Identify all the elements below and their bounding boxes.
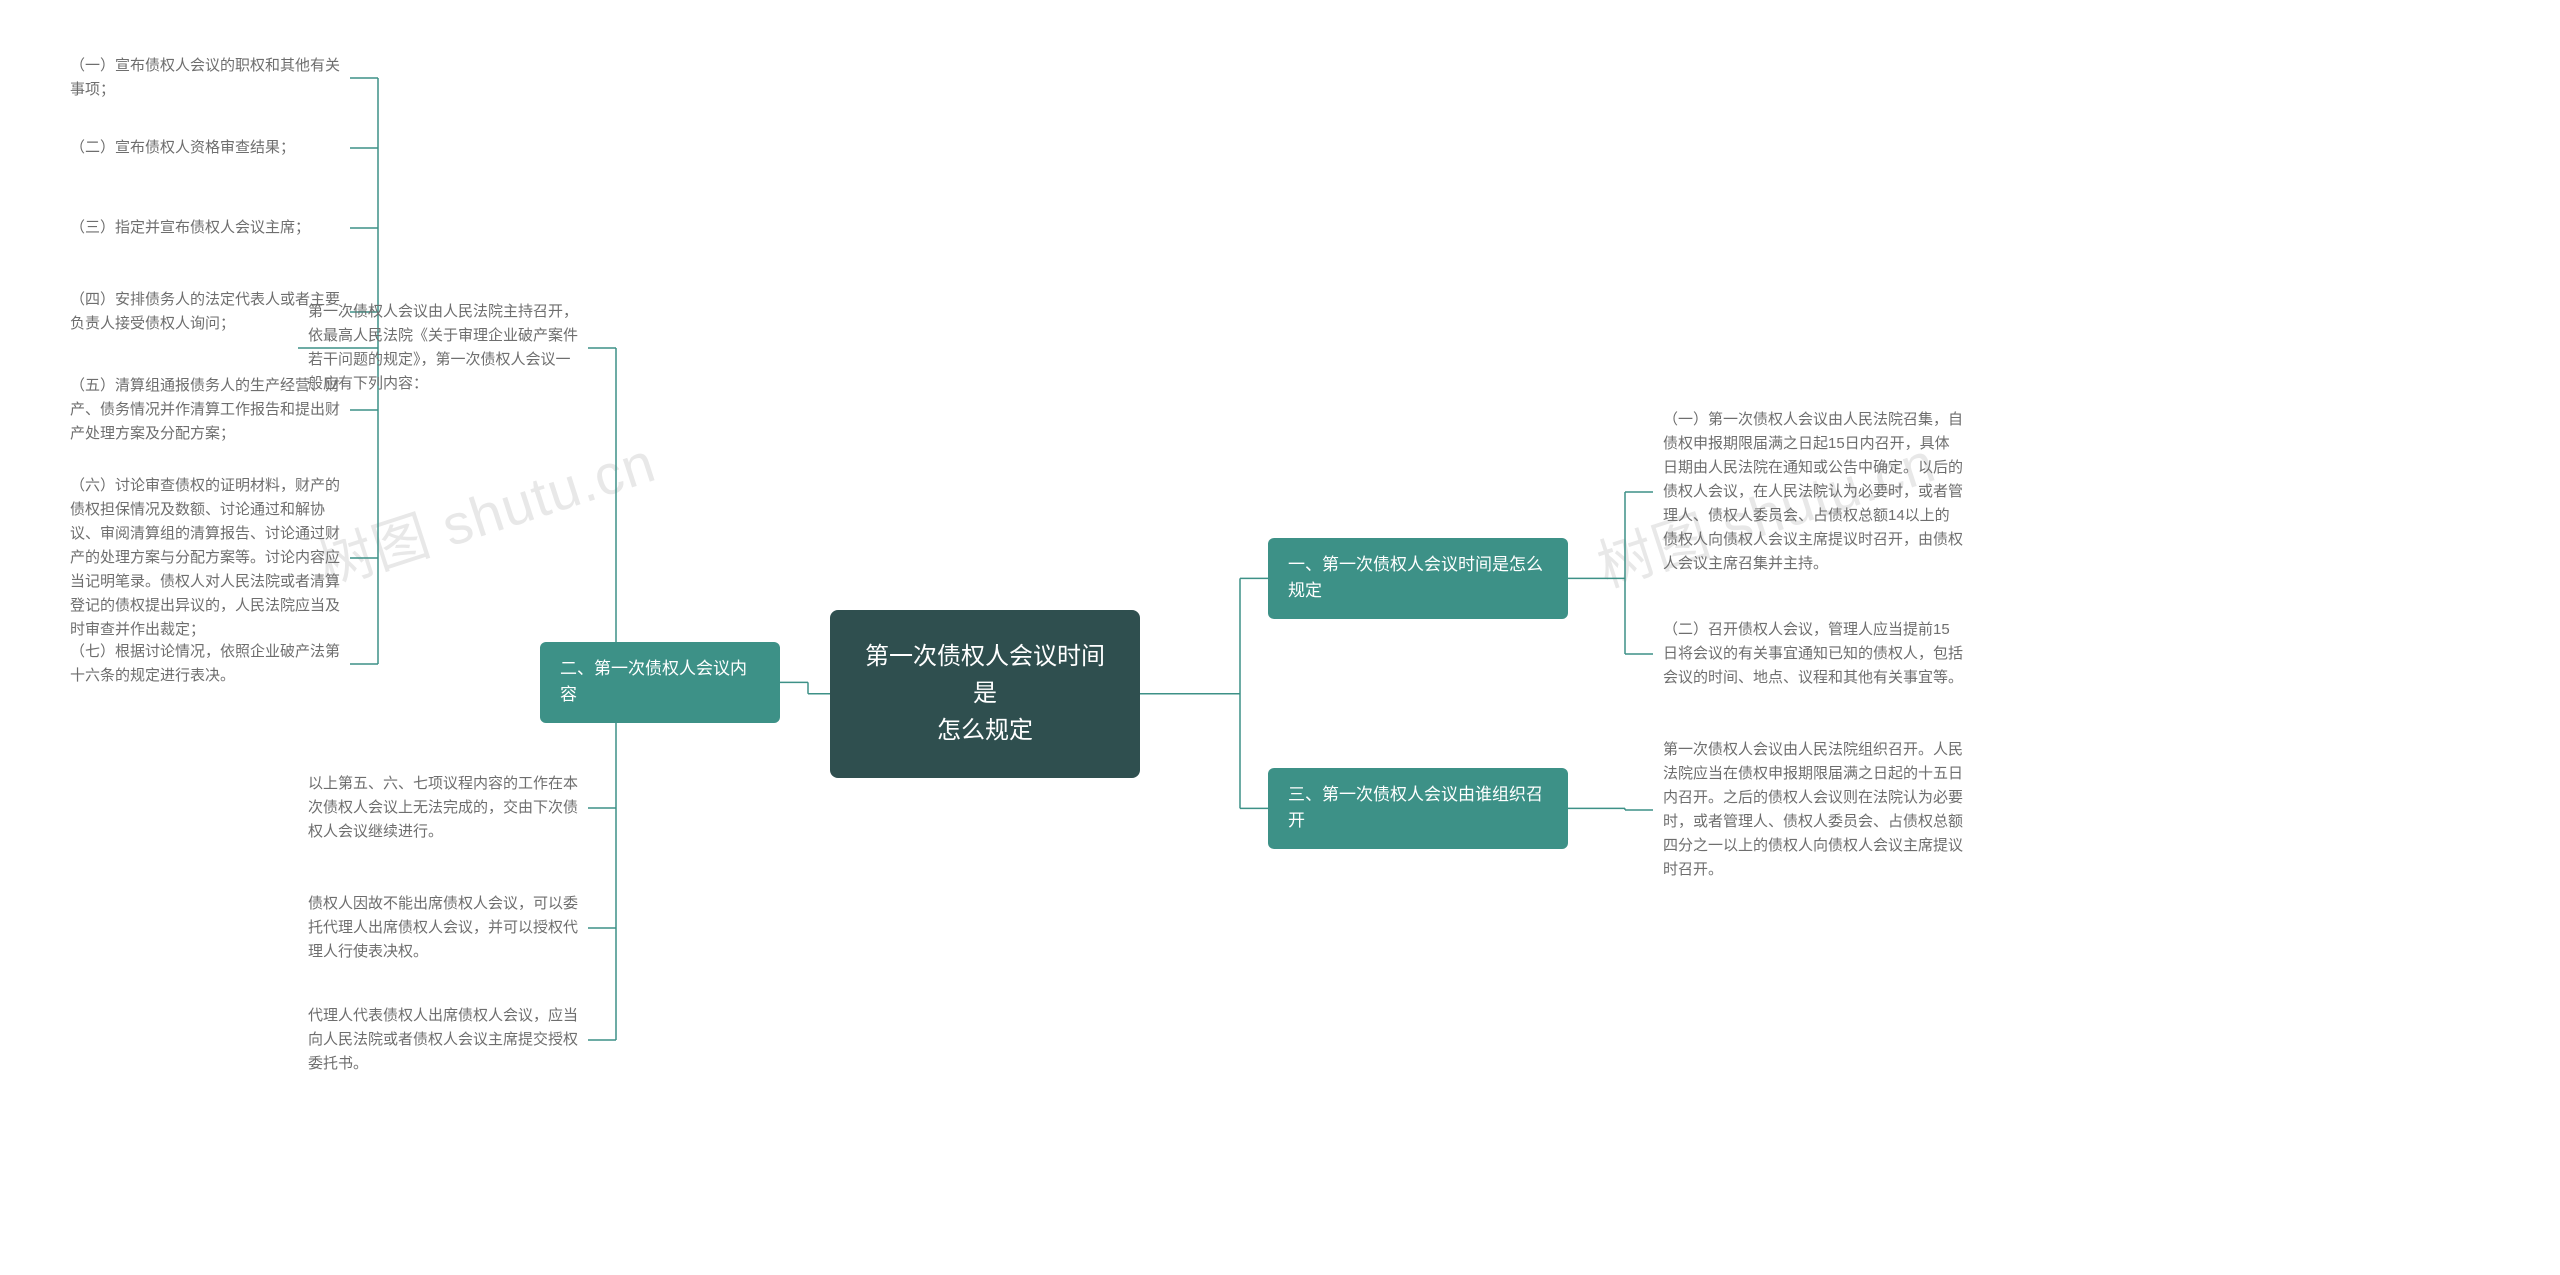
leaf-sub-node: （四）安排债务人的法定代表人或者主要负责人接受债权人询问； [60,282,350,342]
leaf-node: 以上第五、六、七项议程内容的工作在本次债权人会议上无法完成的，交由下次债权人会议… [298,766,588,850]
leaf-node: （一）第一次债权人会议由人民法院召集，自债权申报期限届满之日起15日内召开，具体… [1653,402,1973,582]
leaf-sub-node: （三）指定并宣布债权人会议主席； [60,210,350,246]
leaf-sub-node: （六）讨论审查债权的证明材料，财产的债权担保情况及数额、讨论通过和解协议、审阅清… [60,468,350,648]
branch-node-2: 二、第一次债权人会议内容 [540,642,780,723]
leaf-node: （二）召开债权人会议，管理人应当提前15日将会议的有关事宜通知已知的债权人，包括… [1653,612,1973,696]
leaf-sub-node: （七）根据讨论情况，依照企业破产法第十六条的规定进行表决。 [60,634,350,694]
leaf-sub-node: （一）宣布债权人会议的职权和其他有关事项； [60,48,350,108]
leaf-node: 债权人因故不能出席债权人会议，可以委托代理人出席债权人会议，并可以授权代理人行使… [298,886,588,970]
leaf-node: 代理人代表债权人出席债权人会议，应当向人民法院或者债权人会议主席提交授权委托书。 [298,998,588,1082]
branch-node-3: 三、第一次债权人会议由谁组织召开 [1268,768,1568,849]
leaf-node: 第一次债权人会议由人民法院组织召开。人民法院应当在债权申报期限届满之日起的十五日… [1653,732,1973,888]
branch-node-1: 一、第一次债权人会议时间是怎么规定 [1268,538,1568,619]
leaf-sub-node: （二）宣布债权人资格审查结果； [60,130,350,166]
watermark: 树图 shutu.cn [306,418,664,603]
leaf-sub-node: （五）清算组通报债务人的生产经营、财产、债务情况并作清算工作报告和提出财产处理方… [60,368,350,452]
connector-layer [0,0,2560,1275]
root-node: 第一次债权人会议时间是怎么规定 [830,610,1140,778]
